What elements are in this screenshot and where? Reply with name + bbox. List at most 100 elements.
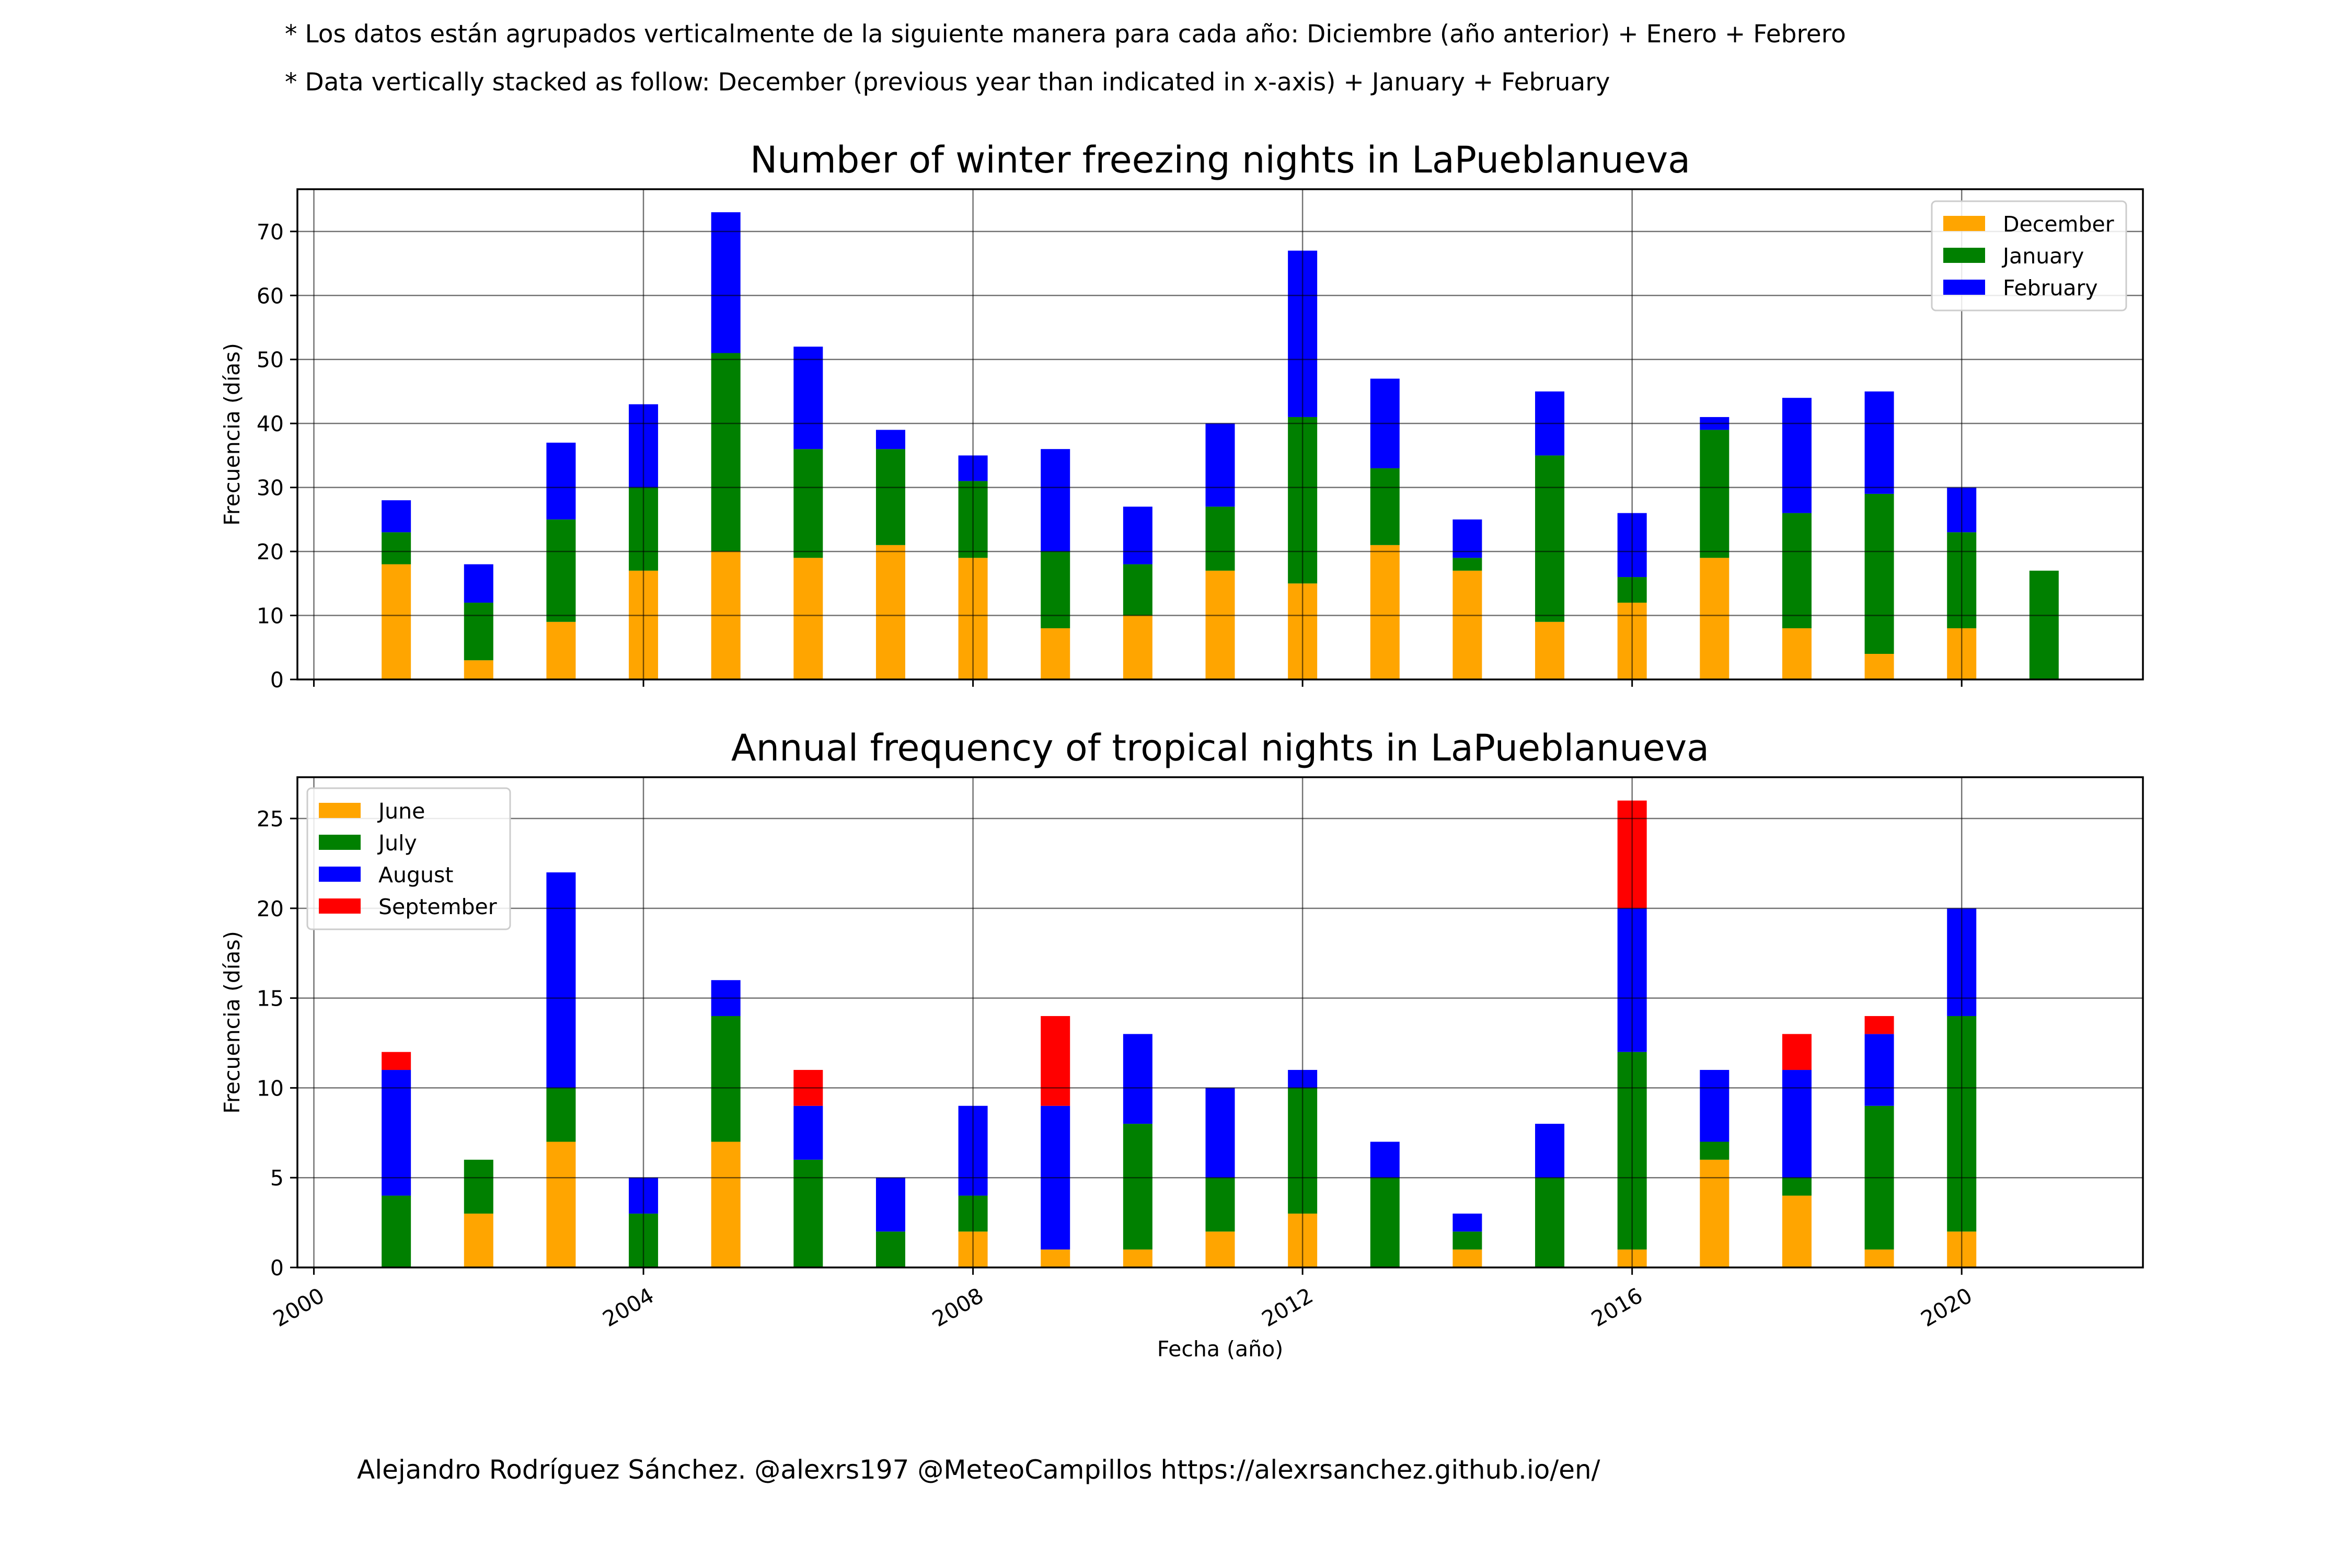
bar-january-2013 <box>1370 468 1400 545</box>
legend-label-june: June <box>377 799 425 824</box>
bar-december-2007 <box>875 545 905 679</box>
y-tick-label-20: 20 <box>257 539 284 564</box>
y-tick-label-25: 25 <box>257 806 284 832</box>
y-axis-label: Frecuencia (días) <box>220 343 245 526</box>
note-english: * Data vertically stacked as follow: Dec… <box>285 68 1610 97</box>
x-tick-label-2020: 2020 <box>1917 1283 1976 1332</box>
bar-august-2014 <box>1452 1213 1482 1232</box>
bar-december-2019 <box>1864 654 1894 679</box>
bar-january-2017 <box>1700 430 1730 558</box>
y-tick-label-50: 50 <box>257 348 284 373</box>
bar-september-2019 <box>1864 1016 1894 1034</box>
bar-august-2010 <box>1123 1034 1152 1124</box>
x-axis-label: Fecha (año) <box>1157 1336 1283 1362</box>
legend-label-december: December <box>2003 212 2114 237</box>
bar-december-2011 <box>1205 570 1235 679</box>
bar-july-2014 <box>1452 1231 1482 1250</box>
bar-july-2005 <box>711 1016 741 1142</box>
bar-february-2007 <box>875 430 905 449</box>
bar-july-2010 <box>1123 1124 1152 1250</box>
note-spanish: * Los datos están agrupados verticalment… <box>285 20 1846 49</box>
bar-january-2010 <box>1123 564 1152 616</box>
y-tick-label-70: 70 <box>257 220 284 245</box>
bar-july-2011 <box>1205 1178 1235 1232</box>
bar-february-2009 <box>1041 449 1070 552</box>
bar-december-2013 <box>1370 545 1400 679</box>
chart-title: Number of winter freezing nights in LaPu… <box>750 139 1690 181</box>
bar-january-2015 <box>1535 455 1565 622</box>
x-tick-label-2012: 2012 <box>1258 1283 1317 1332</box>
bar-june-2011 <box>1205 1231 1235 1267</box>
bar-december-2001 <box>382 564 411 679</box>
bar-august-2015 <box>1535 1124 1565 1178</box>
bar-june-2003 <box>546 1142 576 1267</box>
bar-september-2009 <box>1041 1016 1070 1106</box>
bar-july-2003 <box>546 1088 576 1142</box>
bar-december-2015 <box>1535 621 1565 679</box>
bar-september-2001 <box>382 1052 411 1070</box>
bar-july-2015 <box>1535 1178 1565 1267</box>
y-tick-label-60: 60 <box>257 283 284 308</box>
bar-december-2014 <box>1452 570 1482 679</box>
chart-title: Annual frequency of tropical nights in L… <box>731 727 1709 769</box>
bar-january-2018 <box>1782 513 1812 629</box>
chart-tropical-nights: 0 5 10 15 20 25 2000 2004 2008 2012 2016 2020 Annual… <box>220 727 2144 1362</box>
legend-label-august: August <box>378 862 453 887</box>
bar-january-2007 <box>875 449 905 545</box>
bar-july-2001 <box>382 1195 411 1267</box>
legend-swatch-august <box>319 867 361 882</box>
bar-august-2007 <box>875 1178 905 1232</box>
bar-july-2002 <box>464 1159 493 1214</box>
bar-august-2001 <box>382 1070 411 1196</box>
bar-january-2019 <box>1864 493 1894 654</box>
x-tick-label-2000: 2000 <box>269 1283 328 1332</box>
bar-january-2005 <box>711 353 741 552</box>
bar-july-2013 <box>1370 1178 1400 1267</box>
bar-february-2010 <box>1123 506 1152 564</box>
chart-freezing-nights: 0 10 20 30 40 50 60 70 Number of winter freezing… <box>220 139 2144 693</box>
y-tick-label-10: 10 <box>257 1076 284 1101</box>
bar-august-2019 <box>1864 1034 1894 1106</box>
bar-june-2005 <box>711 1142 741 1267</box>
y-tick-label-10: 10 <box>257 604 284 629</box>
bar-june-2009 <box>1041 1249 1070 1267</box>
x-tick-label-2016: 2016 <box>1587 1283 1647 1332</box>
axes-frame <box>296 776 2144 1269</box>
bar-january-2002 <box>464 603 493 661</box>
bar-june-2002 <box>464 1213 493 1267</box>
y-tick-label-15: 15 <box>257 986 284 1011</box>
y-tick-label-20: 20 <box>257 896 284 921</box>
bar-january-2009 <box>1041 551 1070 629</box>
bar-august-2018 <box>1782 1070 1812 1178</box>
grid <box>297 189 2143 681</box>
bar-february-2019 <box>1864 391 1894 494</box>
bar-january-2001 <box>382 532 411 564</box>
bar-august-2013 <box>1370 1142 1400 1178</box>
legend-swatch-july <box>319 835 361 850</box>
y-axis: 0 10 20 30 40 50 60 70 <box>257 220 297 693</box>
bar-december-2009 <box>1041 628 1070 679</box>
bar-february-2011 <box>1205 423 1235 507</box>
legend-label-january: January <box>2001 244 2084 269</box>
bar-january-2011 <box>1205 506 1235 571</box>
bars <box>382 800 1977 1267</box>
bar-january-2006 <box>793 449 823 558</box>
y-axis-label: Frecuencia (días) <box>220 931 245 1114</box>
axes-frame <box>296 188 2144 681</box>
bar-august-2003 <box>546 872 576 1088</box>
bar-february-2001 <box>382 500 411 533</box>
bar-february-2018 <box>1782 398 1812 513</box>
legend-swatch-january <box>1943 248 1985 263</box>
bar-december-2006 <box>793 558 823 679</box>
legend-swatch-february <box>1943 280 1985 295</box>
legend: June July August September <box>306 787 511 930</box>
y-tick-label-0: 0 <box>270 1255 284 1281</box>
bar-december-2017 <box>1700 558 1730 679</box>
x-tick-label-2008: 2008 <box>928 1283 987 1332</box>
bar-january-2003 <box>546 519 576 622</box>
bar-february-2006 <box>793 347 823 449</box>
credit: Alejandro Rodríguez Sánchez. @alexrs197 … <box>357 1455 1600 1485</box>
y-tick-label-5: 5 <box>270 1166 284 1191</box>
bar-september-2018 <box>1782 1034 1812 1070</box>
